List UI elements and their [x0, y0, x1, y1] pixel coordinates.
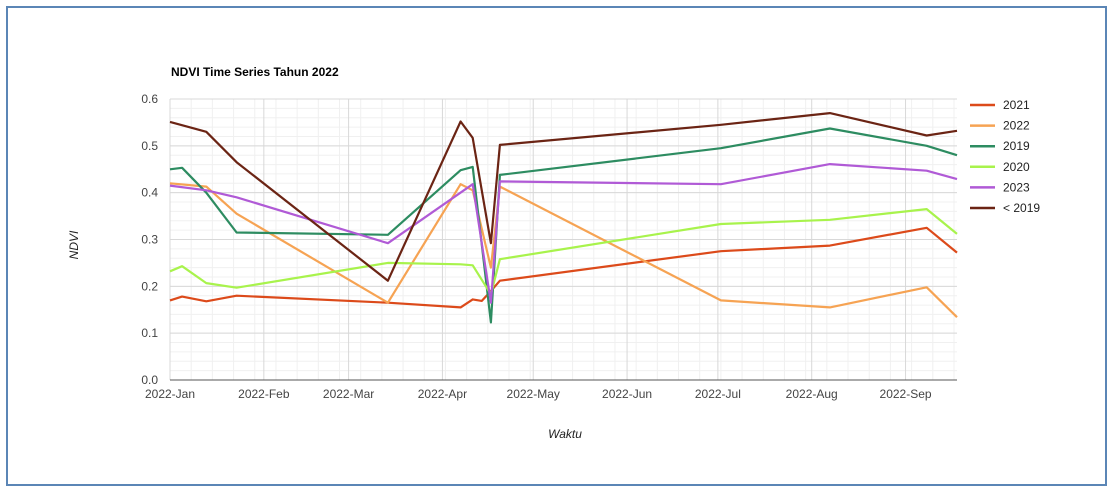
- x-tick-label: 2022-Feb: [238, 387, 290, 401]
- series-lines: [169, 111, 958, 324]
- ndvi-line-chart: NDVI Time Series Tahun 2022 0.0 0.1 0.2 0.3…: [67, 65, 1040, 441]
- y-tick-label: 0.4: [141, 186, 158, 200]
- legend-label: 2023: [1003, 180, 1030, 194]
- series-line: [169, 127, 958, 324]
- x-tick-label: 2022-Jun: [602, 387, 652, 401]
- series-line: [169, 226, 958, 309]
- x-tick-label: 2022-Aug: [786, 387, 838, 401]
- series-line: [169, 208, 958, 296]
- series-line: [169, 182, 958, 318]
- x-tick-label: 2022-Jan: [145, 387, 195, 401]
- series-line: [169, 111, 958, 282]
- y-axis-ticks: 0.0 0.1 0.2 0.3 0.4 0.5 0.6: [141, 92, 158, 387]
- legend-label: 2021: [1003, 98, 1030, 112]
- x-tick-label: 2022-Sep: [880, 387, 932, 401]
- y-tick-label: 0.6: [141, 92, 158, 106]
- y-axis-title: NDVI: [67, 230, 81, 259]
- y-tick-label: 0.3: [141, 233, 158, 247]
- legend-label: < 2019: [1003, 201, 1040, 215]
- y-tick-label: 0.2: [141, 279, 158, 293]
- x-axis-ticks: 2022-Jan 2022-Feb 2022-Mar 2022-Apr 2022-May…: [145, 387, 932, 401]
- legend: 2021 2022 2019 2020 2023 < 2019: [970, 98, 1040, 215]
- legend-label: 2022: [1003, 119, 1030, 133]
- legend-label: 2020: [1003, 160, 1030, 174]
- x-tick-label: 2022-Mar: [323, 387, 374, 401]
- series-line: [169, 163, 958, 304]
- y-tick-label: 0.0: [141, 373, 158, 387]
- y-tick-label: 0.1: [141, 326, 158, 340]
- grid: [169, 98, 957, 381]
- legend-label: 2019: [1003, 139, 1030, 153]
- x-tick-label: 2022-Jul: [695, 387, 741, 401]
- y-tick-label: 0.5: [141, 139, 158, 153]
- x-axis-title: Waktu: [548, 427, 582, 441]
- chart-frame: [6, 6, 1107, 486]
- x-tick-label: 2022-May: [507, 387, 560, 401]
- x-tick-label: 2022-Apr: [418, 387, 467, 401]
- chart-title: NDVI Time Series Tahun 2022: [171, 65, 339, 79]
